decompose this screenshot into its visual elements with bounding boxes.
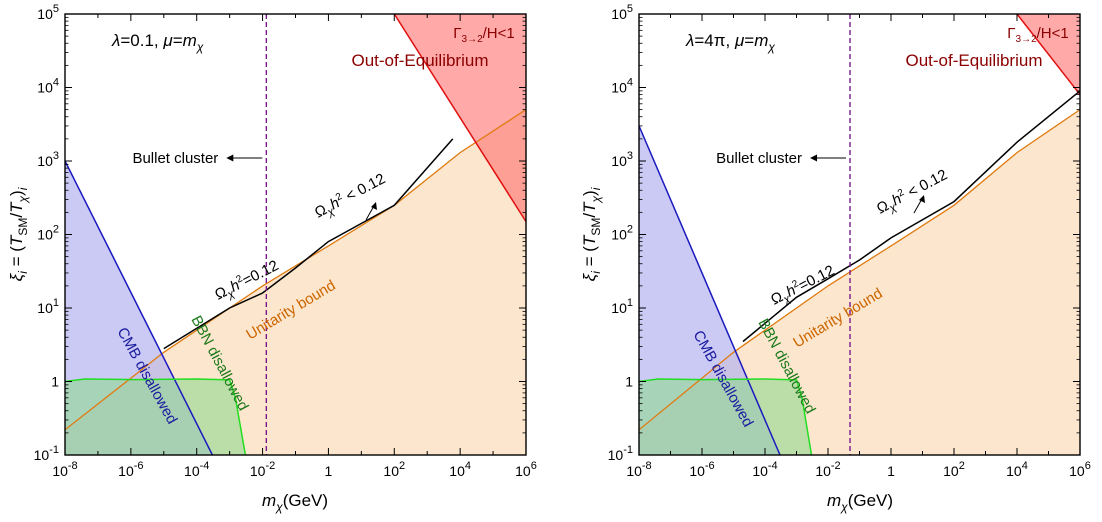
ooe-label: Out-of-Equilibrium bbox=[906, 51, 1043, 70]
y-axis-label: ξi = (TSM/Tχ)i bbox=[580, 187, 603, 281]
y-tick-label: 101 bbox=[611, 297, 633, 316]
x-tick-label: 104 bbox=[449, 460, 471, 479]
relic-line bbox=[163, 138, 454, 350]
unitarity-region bbox=[639, 109, 1080, 455]
x-tick-label: 10-4 bbox=[752, 460, 777, 479]
panel-title: λ=4π, μ=mχ bbox=[685, 31, 775, 54]
x-tick-label: 10-4 bbox=[184, 460, 209, 479]
y-axis-label: ξi = (TSM/Tχ)i bbox=[7, 187, 30, 281]
y-tick-label: 104 bbox=[611, 77, 633, 96]
gamma-label: Γ3→2/H<1 bbox=[1007, 25, 1069, 45]
x-tick-label: 106 bbox=[1069, 460, 1091, 479]
relic-lt-label: Ωχh2 < 0.12 bbox=[873, 165, 951, 220]
relic-line bbox=[742, 90, 1080, 343]
y-tick-label: 105 bbox=[611, 3, 633, 22]
y-tick-label: 102 bbox=[37, 224, 59, 243]
bbn-region bbox=[65, 379, 246, 455]
bullet-cluster-label: Bullet cluster bbox=[132, 150, 218, 167]
unitarity-region bbox=[65, 109, 526, 455]
y-tick-label: 1 bbox=[51, 374, 59, 390]
chart-panel-1: 10-8 10-6 10-4 10-2 1 102 104 106 10-1 1 101 102 103… bbox=[7, 3, 537, 514]
x-tick-label: 102 bbox=[943, 460, 965, 479]
gamma-line bbox=[1016, 14, 1080, 96]
relic-arrowhead bbox=[919, 195, 925, 203]
x-tick-label: 10-6 bbox=[689, 460, 714, 479]
bullet-arrowhead bbox=[810, 154, 818, 162]
x-tick-label: 102 bbox=[383, 460, 405, 479]
y-tick-label: 104 bbox=[37, 77, 59, 96]
y-tick-label: 10-1 bbox=[34, 444, 59, 463]
cmb-line bbox=[639, 125, 781, 455]
panel-title: λ=0.1, μ=mχ bbox=[111, 31, 204, 54]
gamma-label: Γ3→2/H<1 bbox=[453, 25, 515, 45]
x-tick-label: 106 bbox=[515, 460, 537, 479]
y-tick-label: 101 bbox=[37, 297, 59, 316]
unitarity-line bbox=[639, 109, 1080, 431]
chart-panel-2: 10-8 10-6 10-4 10-2 1 102 104 106 10-1 1 101 102 103… bbox=[580, 3, 1091, 514]
bbn-line bbox=[639, 378, 813, 455]
y-tick-label: 1 bbox=[625, 374, 633, 390]
bbn-region bbox=[639, 379, 812, 455]
x-tick-label: 1 bbox=[887, 463, 895, 479]
y-tick-label: 103 bbox=[37, 150, 59, 169]
cmb-line bbox=[65, 160, 214, 455]
plot-area bbox=[65, 14, 526, 455]
bullet-arrowhead bbox=[226, 154, 234, 162]
x-axis-label: mχ(GeV) bbox=[262, 491, 328, 514]
bbn-line bbox=[65, 378, 247, 455]
y-tick-label: 102 bbox=[611, 224, 633, 243]
x-tick-label: 1 bbox=[325, 463, 333, 479]
bullet-cluster-label: Bullet cluster bbox=[716, 150, 802, 167]
ooe-label: Out-of-Equilibrium bbox=[352, 51, 489, 70]
relic-arrowhead bbox=[371, 202, 377, 210]
x-tick-label: 10-2 bbox=[250, 460, 275, 479]
y-tick-label: 103 bbox=[611, 150, 633, 169]
x-tick-label: 10-2 bbox=[815, 460, 840, 479]
gamma-line bbox=[393, 14, 526, 223]
y-tick-label: 10-1 bbox=[608, 444, 633, 463]
unitarity-line bbox=[65, 109, 526, 431]
plot-area bbox=[639, 14, 1080, 455]
x-tick-label: 10-8 bbox=[626, 460, 651, 479]
x-axis-label: mχ(GeV) bbox=[827, 491, 893, 514]
y-tick-label: 105 bbox=[37, 3, 59, 22]
x-tick-label: 10-8 bbox=[52, 460, 77, 479]
x-tick-label: 10-6 bbox=[118, 460, 143, 479]
x-tick-label: 104 bbox=[1006, 460, 1028, 479]
